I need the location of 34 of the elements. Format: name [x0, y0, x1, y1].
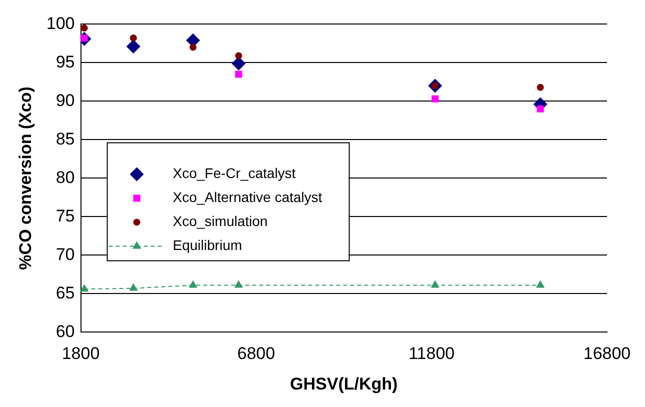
legend-label: Xco_Alternative catalyst — [172, 189, 322, 206]
legend-label: Xco_Fe-Cr_catalyst — [172, 165, 296, 182]
point — [235, 52, 242, 60]
point — [235, 70, 242, 78]
y-tick-label: 85 — [56, 129, 75, 148]
legend-label: Equilibrium — [172, 237, 242, 254]
point — [536, 84, 544, 91]
y-tick-label: 90 — [56, 90, 75, 110]
point — [129, 283, 138, 291]
point — [190, 44, 197, 51]
point — [130, 34, 137, 42]
x-tick-label: 1800 — [62, 344, 100, 364]
x-axis-title: GHSV(L/Kgh) — [290, 374, 398, 394]
point — [80, 284, 89, 292]
legend-label: Xco_simulation — [172, 213, 268, 230]
point — [234, 280, 243, 288]
x-tick-label: 6800 — [237, 344, 276, 364]
y-tick-label: 95 — [56, 52, 75, 72]
x-tick-label: 11800 — [408, 344, 455, 364]
x-tick-label: 16800 — [583, 344, 631, 364]
y-tick-label: 100 — [46, 14, 75, 33]
y-tick-label: 60 — [56, 322, 75, 341]
y-tick-label: 75 — [56, 206, 75, 226]
point — [432, 95, 439, 102]
y-axis-title: %CO conversion (Xco) — [16, 86, 35, 270]
point — [80, 24, 88, 32]
y-tick-label: 65 — [56, 283, 75, 302]
point — [126, 40, 140, 54]
point — [536, 280, 545, 288]
point — [536, 105, 544, 112]
point — [430, 280, 440, 288]
y-tick-label: 80 — [56, 168, 75, 187]
point — [188, 280, 198, 288]
y-tick-label: 70 — [56, 244, 75, 264]
